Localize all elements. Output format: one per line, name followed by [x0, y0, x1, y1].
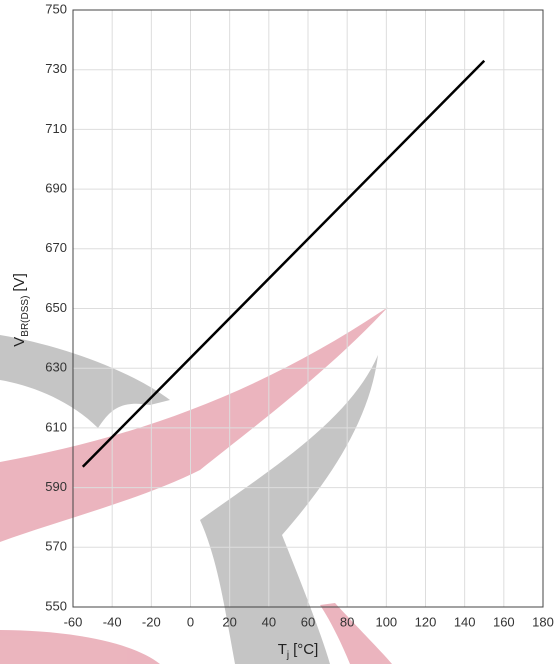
y-tick-label: 750 [45, 1, 67, 16]
x-tick-label: -40 [103, 614, 122, 629]
y-tick-label: 650 [45, 300, 67, 315]
y-tick-label: 730 [45, 61, 67, 76]
watermark-shape [320, 603, 392, 664]
y-tick-label: 630 [45, 360, 67, 375]
watermark-shape [0, 630, 160, 664]
y-tick-label: 670 [45, 240, 67, 255]
x-tick-label: 180 [532, 614, 554, 629]
x-tick-label: 80 [340, 614, 354, 629]
x-tick-label: 120 [415, 614, 437, 629]
x-tick-label: 140 [454, 614, 476, 629]
x-tick-label: 60 [301, 614, 315, 629]
x-tick-label: 0 [187, 614, 194, 629]
y-tick-label: 710 [45, 121, 67, 136]
x-tick-label: 40 [262, 614, 276, 629]
y-tick-label: 570 [45, 539, 67, 554]
chart: Tj[°C] VBR(DSS)[V] 550 570 590 610 630 650 670… [0, 0, 556, 664]
y-tick-label: 550 [45, 598, 67, 613]
x-tick-label: -20 [142, 614, 161, 629]
x-tick-label: -60 [64, 614, 83, 629]
data-line [83, 61, 484, 467]
x-tick-label: 160 [493, 614, 515, 629]
watermark-shape [0, 335, 170, 428]
y-tick-label: 690 [45, 181, 67, 196]
grid [73, 10, 543, 607]
y-axis-label: VBR(DSS)[V] [11, 273, 31, 346]
x-tick-label: 20 [222, 614, 236, 629]
x-axis-label: Tj[°C] [278, 641, 319, 661]
y-tick-label: 610 [45, 419, 67, 434]
x-tick-label: 100 [375, 614, 397, 629]
y-tick-label: 590 [45, 479, 67, 494]
